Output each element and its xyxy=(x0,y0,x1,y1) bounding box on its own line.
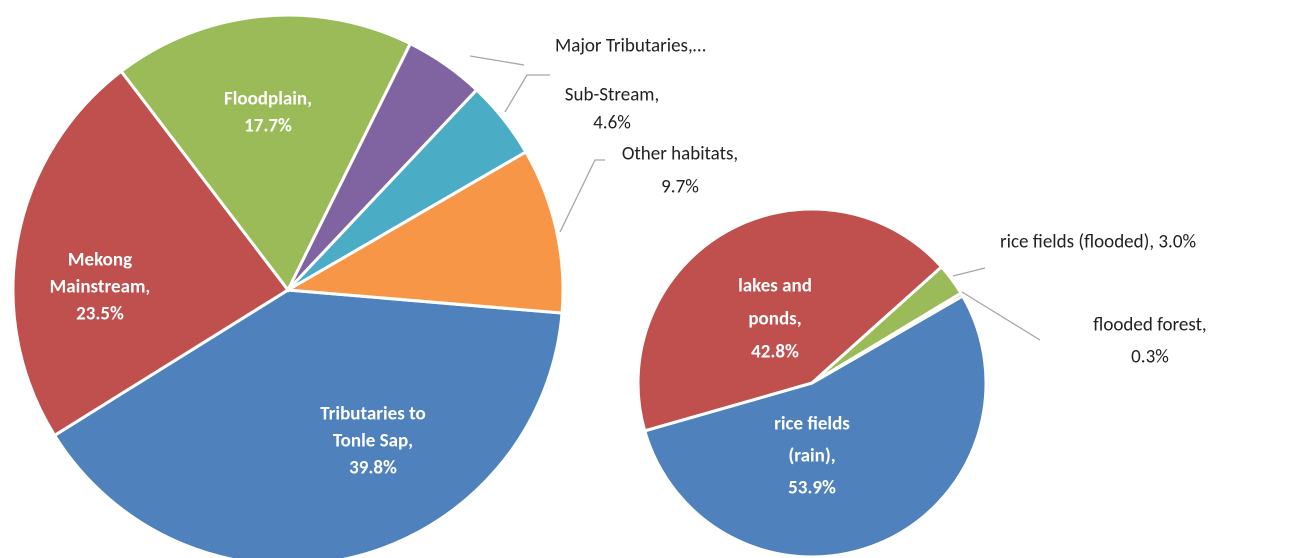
data-label: 0.3% xyxy=(1131,346,1169,369)
data-label: 39.8% xyxy=(349,457,397,480)
pie-slice xyxy=(283,149,565,315)
data-label: 9.7% xyxy=(661,176,699,199)
leader-line xyxy=(952,267,986,277)
data-label: rice fields xyxy=(774,413,850,436)
data-label: Major Tributaries,… xyxy=(555,35,706,58)
pie-slice xyxy=(11,69,291,438)
leader-line xyxy=(961,291,1041,341)
data-label: rice fields (flooded), 3.0% xyxy=(1000,231,1196,254)
pie-slice xyxy=(811,291,965,385)
data-label: Other habitats, xyxy=(622,143,738,166)
leader-line xyxy=(559,159,605,233)
data-label: 42.8% xyxy=(751,341,799,364)
data-label: (rain), xyxy=(788,445,835,468)
data-label: Sub-Stream, xyxy=(565,84,659,107)
data-label: flooded forest, xyxy=(1093,314,1206,337)
pie-slice xyxy=(642,293,988,558)
pie-slice xyxy=(119,13,413,293)
data-label: lakes and xyxy=(738,275,812,298)
data-label: 4.6% xyxy=(593,112,631,135)
leader-line xyxy=(504,74,550,113)
data-label: 17.7% xyxy=(244,115,292,138)
data-label: Mainstream, xyxy=(50,276,151,299)
data-label: Mekong xyxy=(68,249,132,272)
data-label: 23.5% xyxy=(76,303,124,326)
data-label: Tonle Sap, xyxy=(333,430,413,453)
pie-slice xyxy=(636,207,944,433)
data-label: 53.9% xyxy=(788,477,836,500)
data-label: ponds, xyxy=(748,308,801,331)
leader-line xyxy=(469,55,525,66)
data-label: Floodplain, xyxy=(224,88,312,111)
data-label: Tributaries to xyxy=(320,403,426,426)
